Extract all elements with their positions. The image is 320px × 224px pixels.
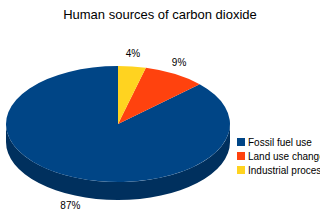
chart: Human sources of carbon dioxide 87% 9% 4% Fo… (0, 0, 320, 224)
data-label: 9% (172, 57, 187, 68)
legend-label: Industrial processes (248, 165, 320, 176)
title: Human sources of carbon dioxide (63, 7, 257, 22)
legend-swatch (237, 166, 245, 174)
legend-swatch (237, 138, 245, 146)
data-label: 4% (126, 48, 141, 59)
pie-slice (6, 66, 230, 182)
legend-label: Land use changes (248, 151, 320, 162)
pie-slices (6, 66, 230, 182)
legend-swatch (237, 152, 245, 160)
legend: Fossil fuel use Land use changes Industria… (237, 137, 320, 176)
data-label: 87% (60, 200, 80, 211)
legend-label: Fossil fuel use (248, 137, 312, 148)
pie-slice (118, 66, 146, 124)
